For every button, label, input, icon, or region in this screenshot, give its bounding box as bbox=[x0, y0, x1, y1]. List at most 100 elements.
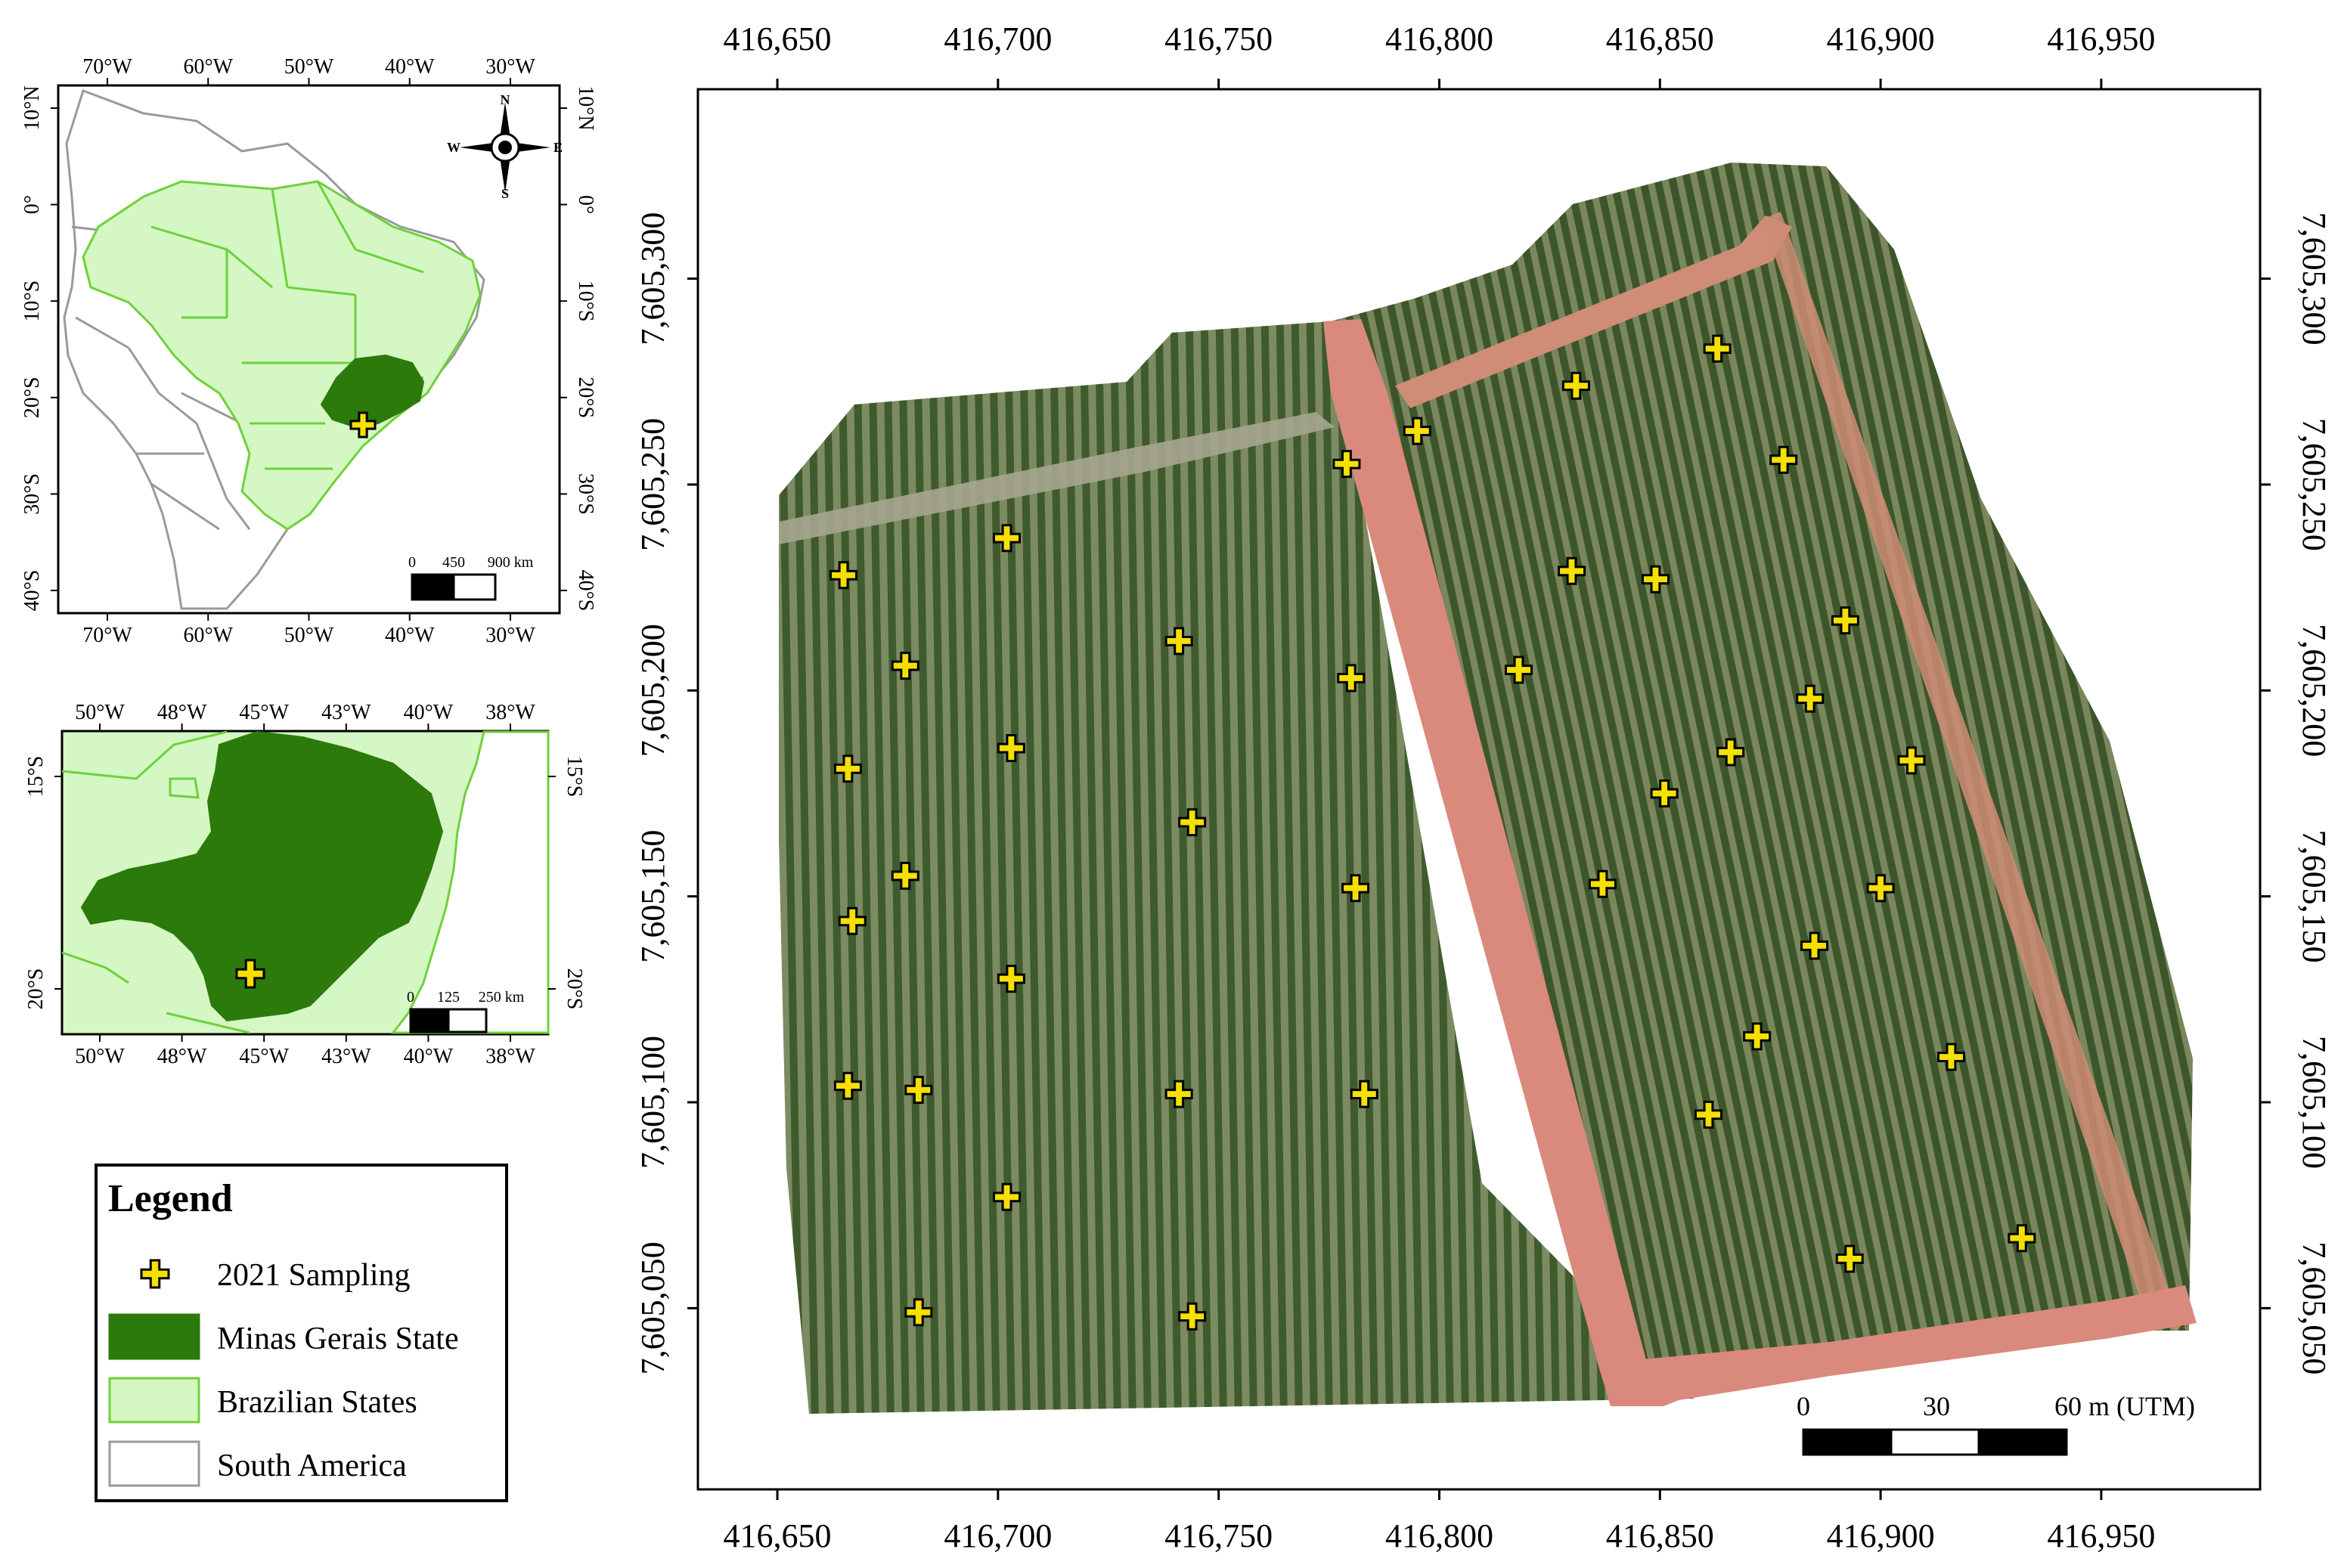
inset-mg-right-label: 15°S bbox=[563, 756, 586, 798]
inset-mg-bottom-label: 48°W bbox=[157, 1045, 207, 1068]
main-map: 416,650 416,650 416,700 416,700 416,750 416,7… bbox=[634, 20, 2333, 1554]
sampling-point-marker bbox=[1403, 417, 1431, 445]
sampling-point-marker bbox=[1178, 808, 1207, 837]
sampling-point-marker bbox=[1332, 450, 1361, 479]
inset-sa-left-label: 0° bbox=[20, 195, 44, 214]
inset-sa-left-label: 40°S bbox=[20, 570, 44, 612]
inset-sa-top-label: 70°W bbox=[82, 55, 132, 79]
field-road-inner bbox=[1395, 215, 1792, 408]
inset-minas-gerais: 0 125 250 km 50°W 48°W 45°W 43°W 40°W 38°W50°… bbox=[24, 701, 586, 1068]
sampling-point-marker bbox=[1716, 738, 1745, 767]
field-road-main bbox=[1323, 319, 1701, 1406]
inset-mg-scalebar: 0 125 250 km bbox=[407, 989, 525, 1033]
inset-mg-left-label: 15°S bbox=[24, 756, 48, 798]
scalebar-label-end: 60 m (UTM) bbox=[2054, 1391, 2195, 1421]
field-road-south bbox=[1626, 1285, 2197, 1406]
sampling-point-marker bbox=[1866, 874, 1895, 903]
inset-mg-left-label: 20°S bbox=[24, 968, 48, 1010]
scalebar-segment-1 bbox=[1802, 1428, 1893, 1456]
main-y-label-left: 7,605,150 bbox=[634, 830, 671, 963]
inset-mg-top-label: 40°W bbox=[404, 701, 454, 724]
inset-sa-right-label: 40°S bbox=[574, 570, 597, 612]
main-y-label-right: 7,605,150 bbox=[2296, 830, 2333, 963]
legend-symbol-swatch bbox=[108, 1440, 200, 1487]
inset-sa-left-label: 10°N bbox=[20, 85, 44, 130]
inset-mg-coast bbox=[390, 730, 550, 1034]
inset-mg-top-label: 43°W bbox=[321, 701, 371, 724]
minas-gerais-detail bbox=[80, 730, 444, 1022]
inset-sa-scale-0: 0 bbox=[408, 554, 416, 571]
field-road-inner-east bbox=[1762, 212, 2193, 1331]
compass-e: E bbox=[553, 140, 563, 155]
legend-symbol-swatch bbox=[108, 1313, 200, 1360]
inset-mg-top-label: 45°W bbox=[239, 701, 289, 724]
sampling-point-marker bbox=[904, 1298, 933, 1327]
main-y-label-left: 7,605,250 bbox=[634, 418, 671, 551]
inset-mg-top-label: 50°W bbox=[75, 701, 125, 724]
main-x-label-bottom: 416,950 bbox=[2047, 1517, 2155, 1554]
compass-n: N bbox=[501, 92, 510, 107]
main-x-label-top: 416,950 bbox=[2047, 20, 2155, 57]
inset-sa-top-label: 50°W bbox=[284, 55, 334, 79]
inset-mg-bottom-label: 50°W bbox=[75, 1045, 125, 1068]
inset-sa-location-marker bbox=[349, 411, 377, 438]
inset-sa-top-label: 60°W bbox=[183, 55, 233, 79]
minas-gerais-shape bbox=[320, 354, 425, 429]
scalebar-label-0: 0 bbox=[1797, 1391, 1810, 1421]
inset-mg-ticks: 50°W 48°W 45°W 43°W 40°W 38°W 50°W 48°W 45°W 43°W… bbox=[24, 701, 586, 1068]
sampling-point-marker bbox=[1164, 1080, 1193, 1108]
inset-sa-top-label: 40°W bbox=[385, 55, 435, 79]
inset-sa-bottom-label: 70°W bbox=[82, 624, 132, 647]
inset-mg-top-label: 48°W bbox=[157, 701, 207, 724]
main-y-label-left: 7,605,100 bbox=[634, 1036, 671, 1169]
main-y-label-right: 7,605,050 bbox=[2296, 1241, 2333, 1374]
sampling-point-marker bbox=[1641, 565, 1670, 593]
inset-mg-scale-mid: 125 bbox=[437, 989, 460, 1006]
main-x-label-bottom: 416,800 bbox=[1385, 1517, 1493, 1554]
sampling-point-marker bbox=[1561, 371, 1590, 400]
sampling-point-marker bbox=[833, 755, 862, 783]
main-y-label-left: 7,605,050 bbox=[634, 1241, 671, 1374]
inset-mg-top-label: 38°W bbox=[485, 701, 535, 724]
main-y-label-right: 7,605,100 bbox=[2296, 1036, 2333, 1169]
sampling-point-marker bbox=[1505, 655, 1533, 684]
legend-item-label: 2021 Sampling bbox=[217, 1258, 411, 1293]
main-x-label-bottom: 416,850 bbox=[1606, 1517, 1714, 1554]
inset-sa-right-label: 10°N bbox=[574, 85, 597, 130]
legend-item-label: South America bbox=[217, 1449, 407, 1483]
sampling-point-marker bbox=[1800, 931, 1829, 960]
inset-sa-scale-mid: 450 bbox=[442, 554, 465, 571]
sampling-point-marker bbox=[993, 1182, 1022, 1211]
inset-mg-state-borders bbox=[61, 730, 250, 1034]
sampling-point-marker bbox=[1703, 334, 1732, 363]
orthomosaic bbox=[779, 163, 2197, 1414]
scalebar-segment-3 bbox=[1977, 1428, 2068, 1456]
main-x-label-top: 416,800 bbox=[1385, 20, 1493, 57]
main-x-label-bottom: 416,900 bbox=[1827, 1517, 1935, 1554]
main-x-label-bottom: 416,650 bbox=[724, 1517, 832, 1554]
sampling-point-marker bbox=[904, 1076, 933, 1105]
compass-w: W bbox=[447, 140, 460, 155]
sampling-point-marker bbox=[997, 965, 1025, 993]
sampling-point-marker bbox=[1588, 869, 1617, 898]
sampling-markers bbox=[829, 334, 2036, 1331]
main-x-label-bottom: 416,700 bbox=[944, 1517, 1052, 1554]
inset-mg-scale-end: 250 km bbox=[479, 989, 525, 1006]
inset-sa-left-label: 20°S bbox=[20, 377, 44, 418]
inset-sa-bottom-label: 50°W bbox=[284, 624, 334, 647]
inset-sa-right-label: 0° bbox=[574, 195, 597, 214]
inset-mg-bottom-label: 40°W bbox=[404, 1045, 454, 1068]
legend-items: 2021 Sampling Minas Gerais State Brazilian… bbox=[108, 1258, 459, 1487]
coffee-field-west bbox=[779, 321, 1694, 1414]
sampling-point-marker bbox=[1936, 1043, 1965, 1071]
inset-mg-bottom-label: 38°W bbox=[485, 1045, 535, 1068]
inset-markers bbox=[235, 411, 377, 989]
sampling-point-marker bbox=[829, 561, 858, 590]
sampling-point-marker bbox=[1341, 874, 1370, 903]
sampling-point-marker bbox=[1897, 746, 1926, 775]
main-scalebar: 0 30 60 m (UTM) bbox=[1797, 1391, 2195, 1456]
inset-sa-left-label: 10°S bbox=[20, 280, 44, 322]
sampling-point-marker bbox=[1831, 606, 1859, 635]
sampling-point-marker bbox=[1694, 1100, 1722, 1129]
